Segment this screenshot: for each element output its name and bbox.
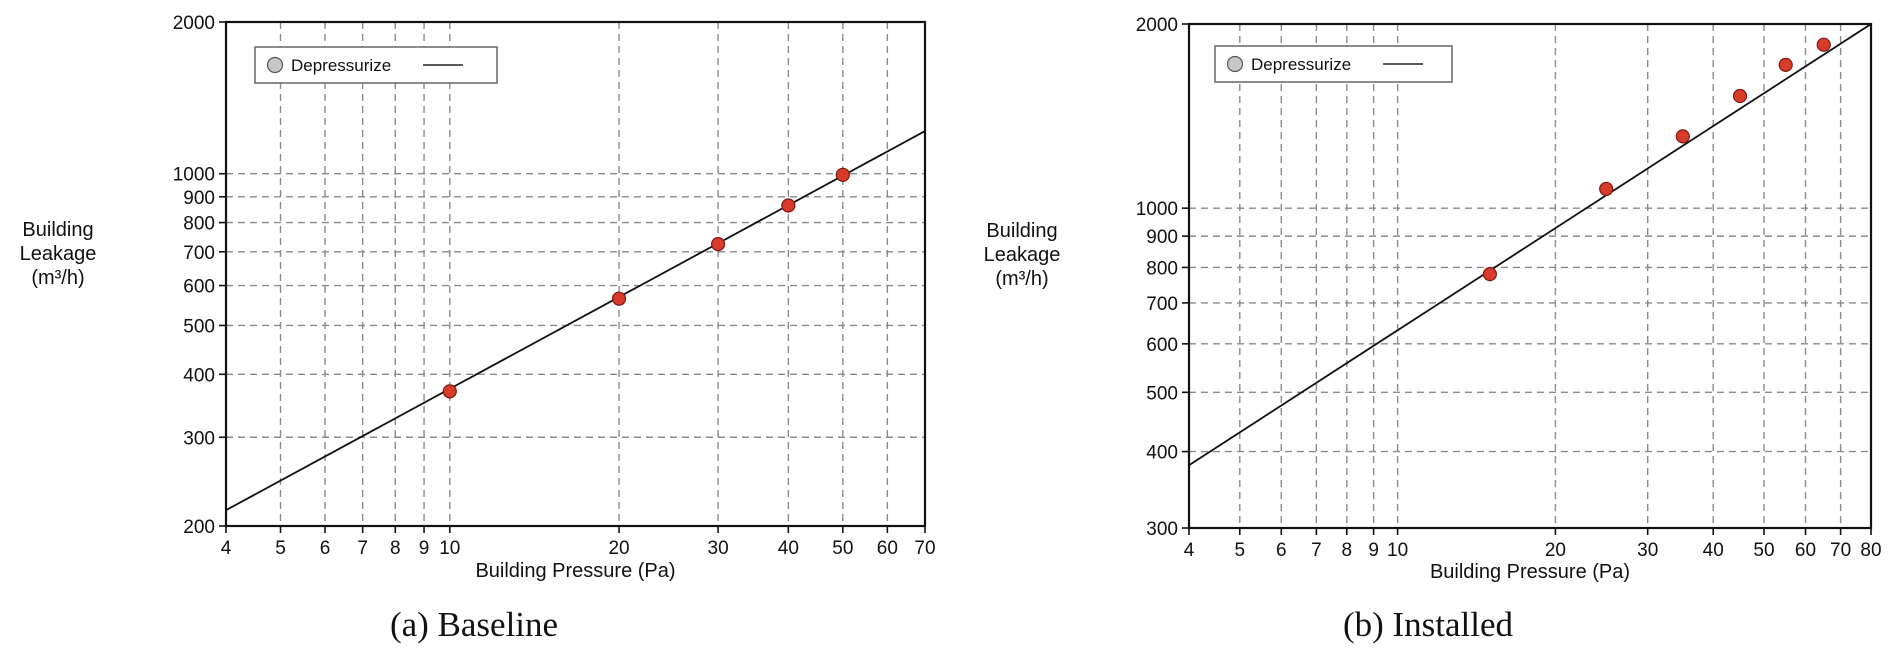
panel-caption: (a) Baseline <box>390 605 558 644</box>
x-tick-label: 9 <box>1368 540 1379 561</box>
y-tick-label: 800 <box>183 214 215 235</box>
chart-panel-2: 4 5 6 7 8 9 10 20 30 40 50 60 70 80 300 400 500 600 700 800… <box>984 15 1882 644</box>
y-axis-label: (m³/h) <box>31 267 84 289</box>
data-point <box>710 237 726 252</box>
x-tick-label: 80 <box>1860 540 1881 561</box>
y-tick-label: 300 <box>1146 519 1178 540</box>
x-tick-label: 5 <box>275 538 286 559</box>
x-tick-label: 70 <box>1830 540 1851 561</box>
data-point <box>442 384 457 399</box>
data-point <box>1816 37 1831 52</box>
data-point <box>1599 181 1614 197</box>
x-tick-label: 50 <box>1753 540 1774 561</box>
legend-label: Depressurize <box>291 56 391 75</box>
x-tick-label: 7 <box>357 538 368 559</box>
x-tick-label: 6 <box>1276 540 1287 561</box>
x-tick-label: 50 <box>832 538 853 559</box>
y-tick-label: 600 <box>1146 335 1178 356</box>
x-tick-label: 7 <box>1311 540 1322 561</box>
y-axis-label: Leakage <box>984 244 1061 266</box>
y-tick-label: 700 <box>183 243 215 264</box>
legend-label: Depressurize <box>1251 55 1351 74</box>
y-tick-label: 2000 <box>173 13 215 34</box>
y-axis-label: Building <box>986 220 1057 242</box>
x-tick-label: 20 <box>608 538 629 559</box>
y-axis-label: Building <box>22 219 93 241</box>
x-tick-label: 40 <box>1703 540 1724 561</box>
y-tick-label: 1000 <box>1136 199 1178 220</box>
data-point <box>835 167 850 182</box>
data-point <box>1732 88 1748 104</box>
y-tick-label: 1000 <box>173 165 215 186</box>
data-point <box>1675 129 1690 144</box>
fit-line <box>226 130 925 511</box>
legend: Depressurize <box>254 46 498 84</box>
y-tick-label: 900 <box>1146 227 1178 248</box>
data-point <box>1482 267 1498 282</box>
y-axis-label: Leakage <box>20 243 97 265</box>
x-tick-label: 30 <box>1637 540 1658 561</box>
x-tick-label: 9 <box>419 538 430 559</box>
x-tick-label: 60 <box>877 538 898 559</box>
y-tick-label: 400 <box>183 365 215 386</box>
y-tick-label: 2000 <box>1136 15 1178 36</box>
x-tick-label: 5 <box>1235 540 1246 561</box>
y-tick-label: 500 <box>183 316 215 337</box>
y-tick-label: 800 <box>1146 258 1178 279</box>
plot-frame <box>1187 22 1873 530</box>
x-tick-label: 4 <box>221 538 232 559</box>
fit-line <box>1189 24 1871 466</box>
y-tick-label: 700 <box>1146 294 1178 315</box>
x-axis-label: Building Pressure (Pa) <box>475 560 675 582</box>
x-tick-label: 60 <box>1795 540 1816 561</box>
x-tick-label: 10 <box>1387 540 1408 561</box>
x-tick-label: 4 <box>1184 540 1195 561</box>
data-point <box>1778 57 1793 72</box>
panel-caption: (b) Installed <box>1343 605 1514 644</box>
legend-marker <box>266 56 284 74</box>
plot-frame <box>224 20 927 528</box>
chart-panel-1: 4 5 6 7 8 9 10 20 30 40 50 60 70 200 300 400 500 600 700 80… <box>20 13 936 644</box>
y-axis-label: (m³/h) <box>995 268 1048 290</box>
x-tick-label: 10 <box>439 538 460 559</box>
y-tick-label: 400 <box>1146 443 1178 464</box>
x-tick-label: 8 <box>390 538 401 559</box>
x-tick-label: 70 <box>914 538 935 559</box>
data-point <box>611 291 627 306</box>
x-axis-label: Building Pressure (Pa) <box>1430 561 1630 583</box>
data-point <box>781 198 796 213</box>
y-tick-label: 500 <box>1146 383 1178 404</box>
legend-marker <box>1226 55 1244 73</box>
x-tick-label: 40 <box>778 538 799 559</box>
x-tick-label: 8 <box>1342 540 1353 561</box>
x-tick-label: 30 <box>708 538 729 559</box>
legend: Depressurize <box>1214 45 1453 83</box>
x-tick-label: 6 <box>320 538 331 559</box>
x-tick-label: 20 <box>1545 540 1566 561</box>
y-tick-label: 900 <box>183 188 215 209</box>
y-tick-label: 300 <box>183 428 215 449</box>
y-tick-label: 600 <box>183 277 215 298</box>
y-tick-label: 200 <box>183 517 215 538</box>
